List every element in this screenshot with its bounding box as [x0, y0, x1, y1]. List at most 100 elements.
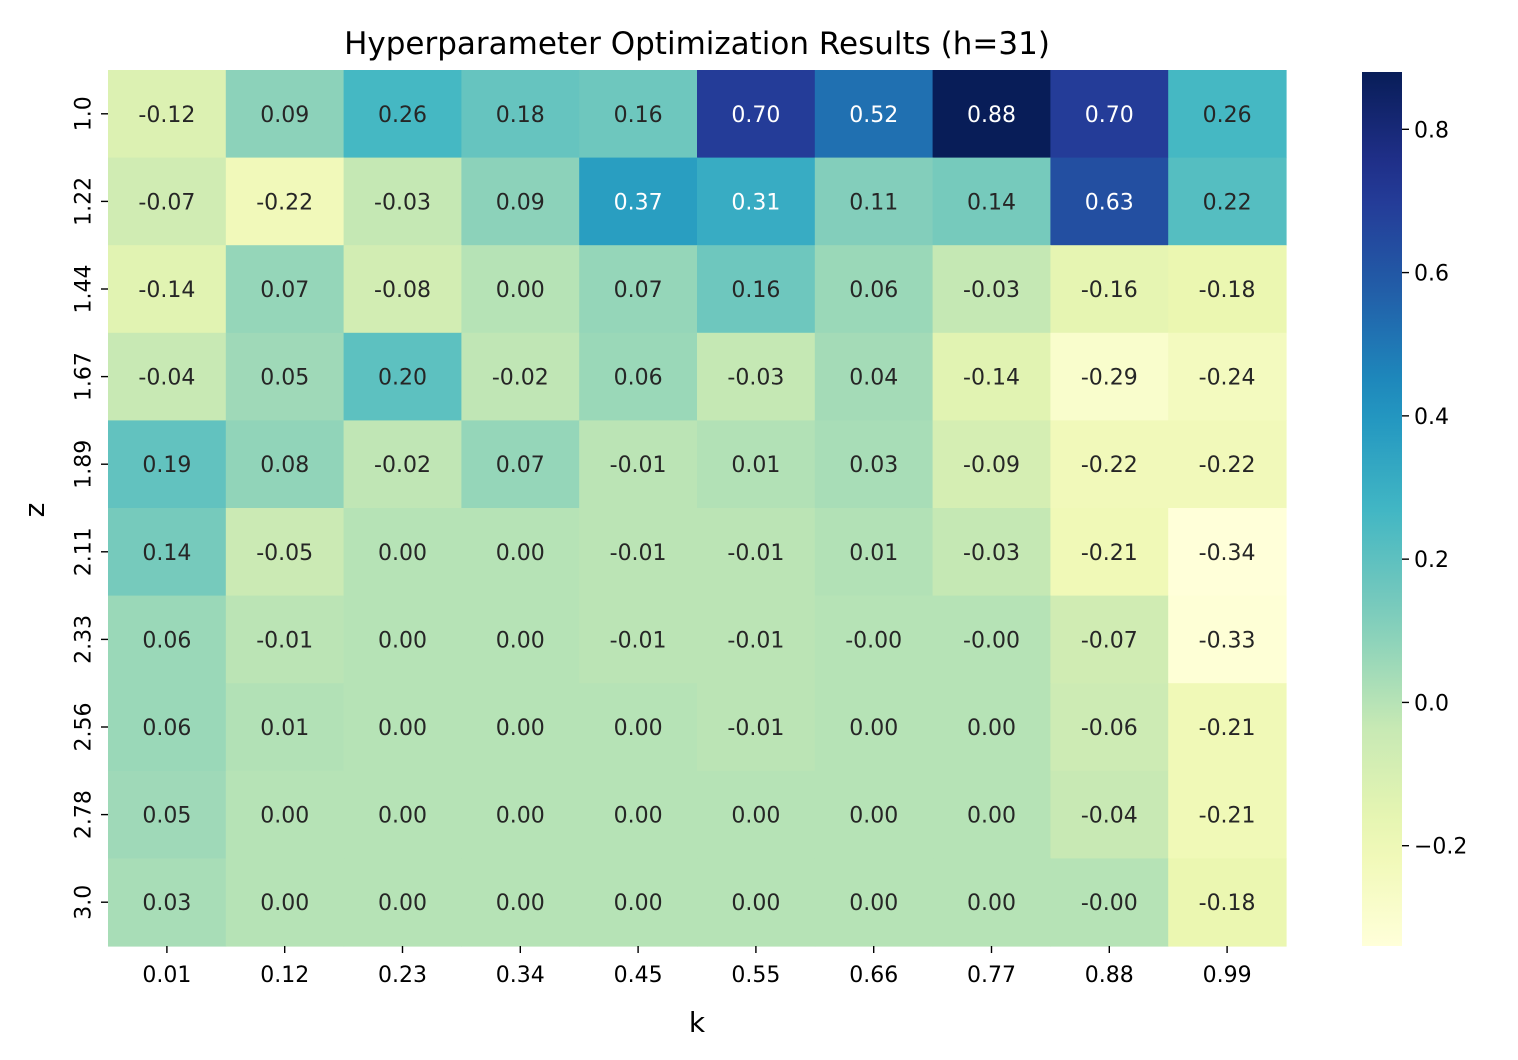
cell-value-label: -0.01	[610, 453, 667, 478]
heatmap-cell	[461, 70, 580, 159]
heatmap-cell-labels: -0.12 0.09 0.26 0.18 0.16 0.70 0.52 0.88 0.70 0.2…	[138, 103, 1255, 916]
heatmap-cell	[108, 420, 227, 509]
cell-value-label: -0.06	[1081, 716, 1138, 741]
cell-value-label: 0.00	[378, 891, 427, 916]
heatmap-cell	[814, 420, 934, 509]
cell-value-label: -0.07	[1081, 628, 1138, 653]
heatmap-cell	[697, 420, 816, 509]
cell-value-label: -0.21	[1199, 804, 1256, 829]
heatmap-cell	[1168, 595, 1287, 684]
x-tick-label: 0.55	[731, 963, 780, 988]
heatmap-cell	[343, 332, 462, 421]
cell-value-label: 0.06	[142, 716, 191, 741]
cell-value-label: 0.00	[967, 891, 1016, 916]
cell-value-label: 0.04	[849, 366, 898, 391]
cell-value-label: -0.16	[1081, 278, 1138, 303]
heatmap-cell	[697, 683, 816, 772]
heatmap-cell	[579, 508, 698, 597]
heatmap-cell	[461, 245, 580, 334]
cell-value-label: 0.00	[731, 804, 780, 829]
cell-value-label: -0.33	[1199, 628, 1256, 653]
heatmap-cell	[697, 157, 816, 246]
cell-value-label: -0.04	[138, 366, 195, 391]
heatmap-cells	[108, 70, 1287, 947]
cell-value-label: -0.00	[1081, 891, 1138, 916]
x-tick-label: 0.34	[496, 963, 545, 988]
colorbar-tick-label: 0.8	[1414, 118, 1449, 143]
cell-value-label: 0.00	[260, 804, 309, 829]
heatmap-cell	[343, 70, 462, 159]
cell-value-label: -0.14	[963, 366, 1020, 391]
heatmap-cell	[343, 770, 462, 859]
heatmap-cell	[225, 245, 345, 334]
cell-value-label: 0.16	[731, 278, 780, 303]
cell-value-label: 0.06	[849, 278, 898, 303]
cell-value-label: 0.00	[260, 891, 309, 916]
y-tick-label: 2.11	[72, 527, 97, 576]
heatmap-cell	[1050, 770, 1169, 859]
x-tick-label: 0.77	[967, 963, 1016, 988]
y-axis-ticks: 1.0 1.22 1.44 1.67 1.89 2.11 2.33 2.56 2.78 3.0	[72, 96, 108, 920]
cell-value-label: 0.70	[731, 103, 780, 128]
x-tick-label: 0.12	[260, 963, 309, 988]
cell-value-label: -0.00	[845, 628, 902, 653]
colorbar-tick-label: 0.6	[1414, 262, 1449, 287]
heatmap-cell	[108, 858, 227, 947]
heatmap-cell	[108, 683, 227, 772]
heatmap-cell	[814, 508, 934, 597]
x-axis-label: k	[689, 1006, 706, 1039]
cell-value-label: 0.09	[260, 103, 309, 128]
y-axis-label: z	[18, 503, 51, 518]
cell-value-label: 0.00	[378, 628, 427, 653]
y-tick-label: 3.0	[72, 885, 97, 920]
cell-value-label: 0.20	[378, 366, 427, 391]
heatmap-cell	[932, 770, 1051, 859]
heatmap-cell	[108, 508, 227, 597]
cell-value-label: 0.26	[1203, 103, 1252, 128]
x-tick-label: 0.66	[849, 963, 898, 988]
heatmap-cell	[814, 332, 934, 421]
cell-value-label: -0.02	[492, 366, 549, 391]
cell-value-label: 0.31	[731, 190, 780, 215]
cell-value-label: -0.03	[374, 190, 431, 215]
cell-value-label: 0.00	[614, 804, 663, 829]
heatmap-cell	[343, 595, 462, 684]
heatmap-cell	[461, 683, 580, 772]
heatmap-cell	[1168, 770, 1287, 859]
cell-value-label: 0.11	[849, 190, 898, 215]
heatmap-cell	[225, 508, 345, 597]
cell-value-label: -0.07	[138, 190, 195, 215]
colorbar-ticks: −0.2 0.0 0.2 0.4 0.6 0.8	[1402, 118, 1467, 860]
heatmap-cell	[932, 595, 1051, 684]
cell-value-label: 0.19	[142, 453, 191, 478]
colorbar-tick-label: 0.0	[1414, 691, 1449, 716]
heatmap-cell	[461, 157, 580, 246]
heatmap-cell	[225, 858, 345, 947]
y-tick-label: 2.56	[72, 703, 97, 752]
cell-value-label: 0.03	[849, 453, 898, 478]
heatmap-cell	[225, 420, 345, 509]
heatmap-cell	[1168, 70, 1287, 159]
cell-value-label: 0.63	[1085, 190, 1134, 215]
cell-value-label: 0.14	[142, 541, 191, 566]
heatmap-cell	[579, 770, 698, 859]
heatmap-cell	[108, 157, 227, 246]
cell-value-label: 0.05	[260, 366, 309, 391]
heatmap-cell	[697, 332, 816, 421]
heatmap-cell	[1168, 245, 1287, 334]
heatmap-cell	[697, 858, 816, 947]
colorbar-tick-label: −0.2	[1414, 835, 1467, 860]
heatmap-cell	[814, 157, 934, 246]
heatmap-cell	[814, 683, 934, 772]
x-tick-label: 0.23	[378, 963, 427, 988]
cell-value-label: 0.07	[260, 278, 309, 303]
cell-value-label: 0.00	[614, 891, 663, 916]
heatmap-cell	[814, 595, 934, 684]
cell-value-label: -0.18	[1199, 891, 1256, 916]
heatmap-cell	[1168, 332, 1287, 421]
heatmap-cell	[108, 770, 227, 859]
cell-value-label: 0.00	[496, 278, 545, 303]
cell-value-label: -0.21	[1081, 541, 1138, 566]
cell-value-label: -0.01	[610, 541, 667, 566]
